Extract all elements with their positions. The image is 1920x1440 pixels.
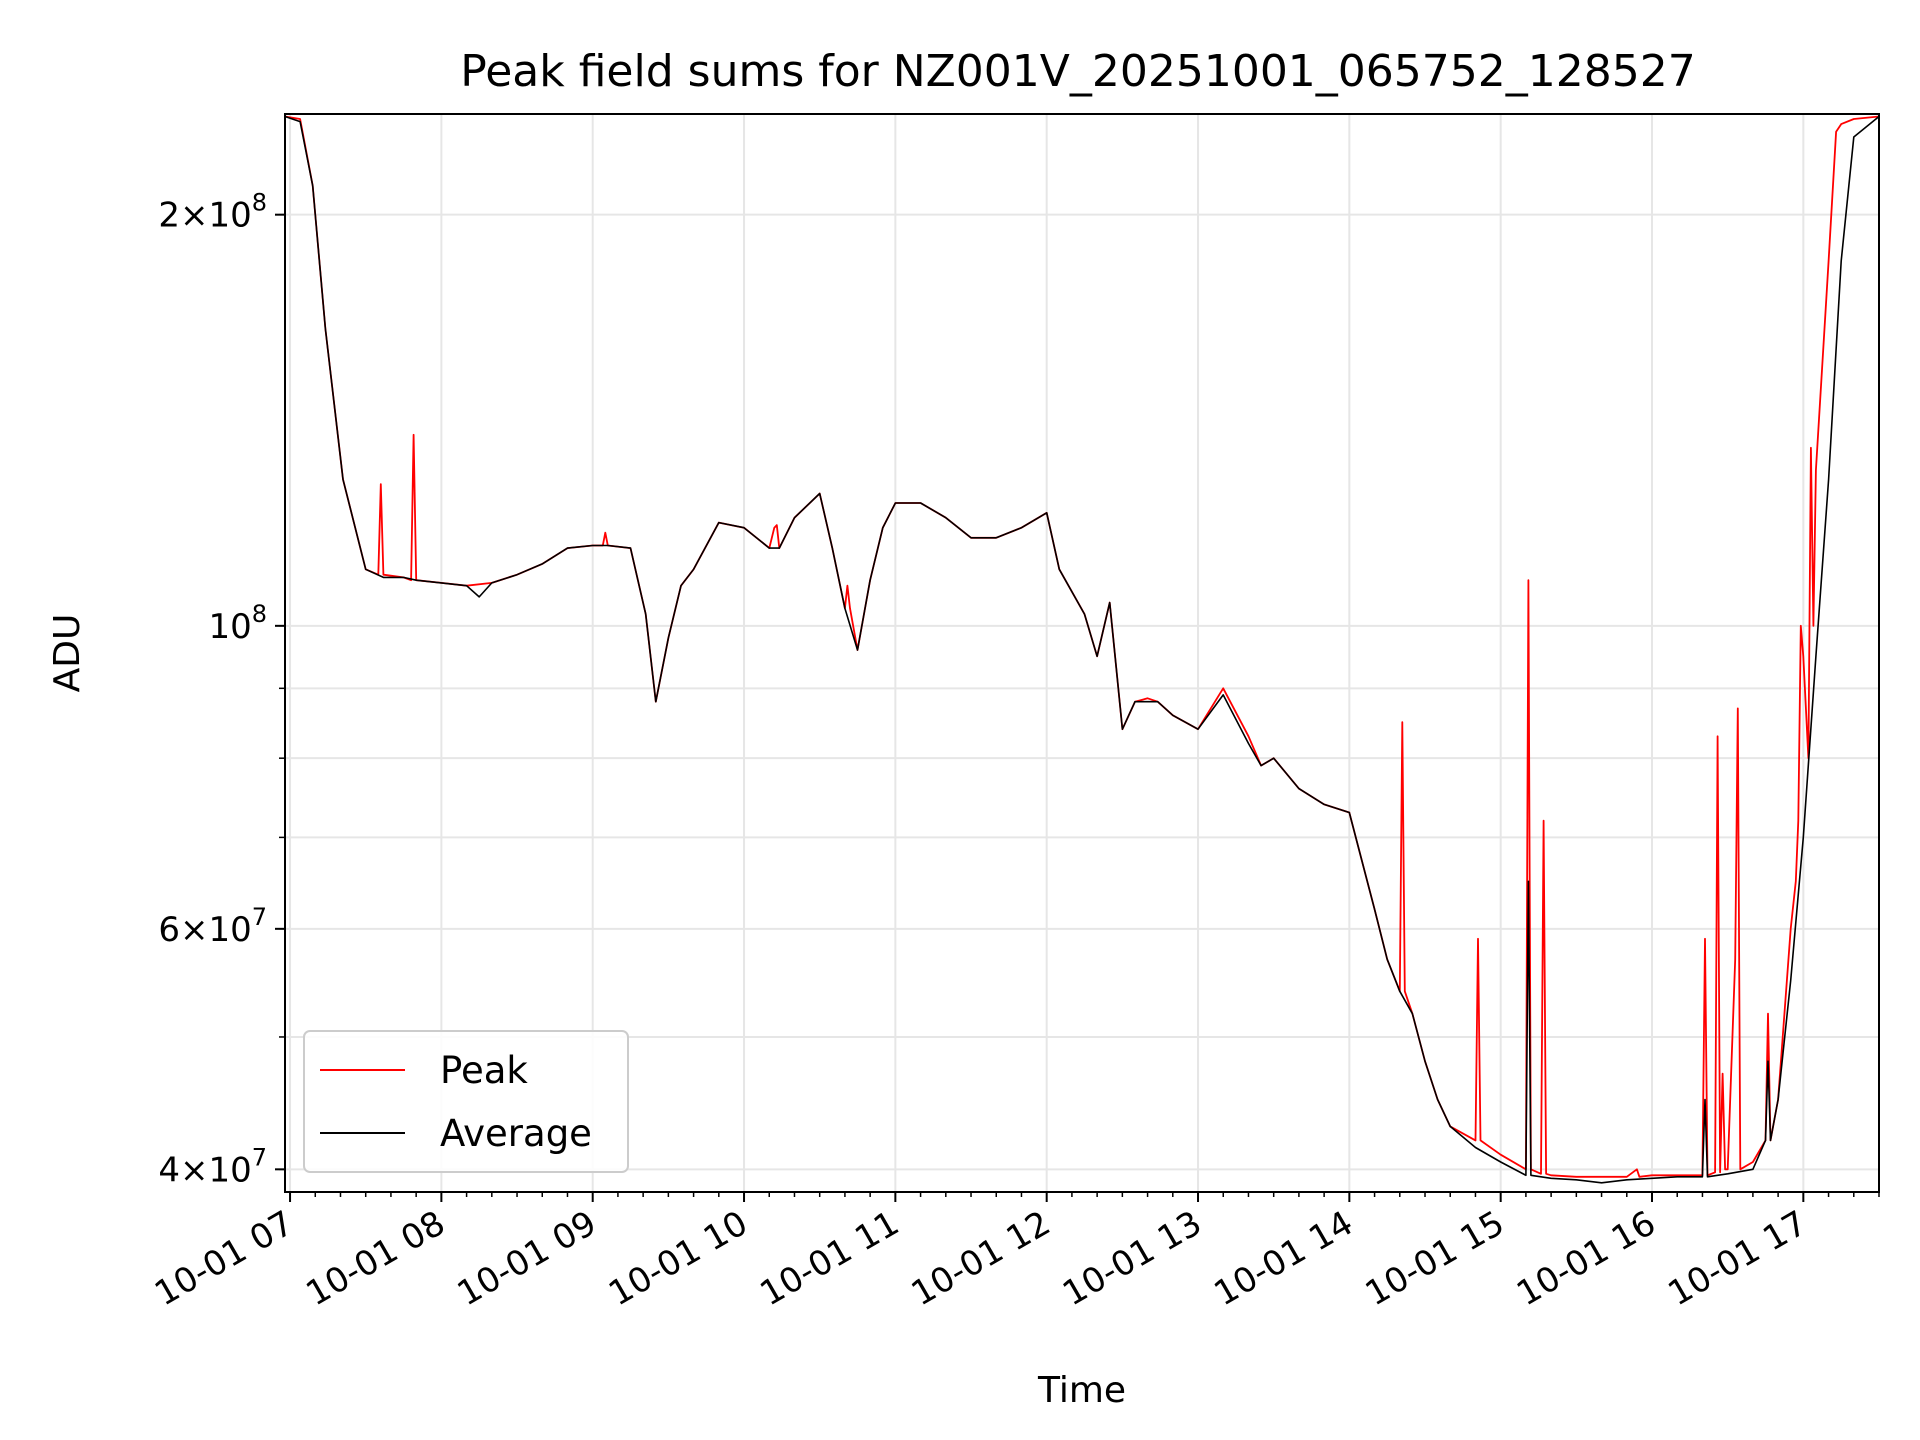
y-tick-exponent: 7 (252, 1143, 267, 1171)
y-axis-label: ADU (47, 614, 88, 693)
y-tick-exponent: 7 (252, 903, 267, 931)
legend-label-peak: Peak (440, 1049, 528, 1092)
legend: Peak Average (303, 1030, 629, 1173)
x-axis-label: Time (1037, 1370, 1126, 1411)
y-tick-exponent: 8 (252, 600, 267, 628)
y-tick-base: 10 (208, 1150, 251, 1190)
plot-frame (284, 113, 1880, 1193)
chart-title: Peak field sums for NZ001V_20251001_0657… (460, 46, 1695, 97)
y-tick-label: 2×108 (158, 189, 267, 236)
series-layer (284, 115, 1880, 1184)
legend-label-average: Average (440, 1112, 592, 1155)
y-tick-exponent: 8 (252, 189, 267, 217)
series-line-peak (284, 115, 1880, 1178)
y-tick-label: 108 (208, 600, 267, 647)
y-tick-base: 10 (208, 196, 251, 236)
y-tick-label: 4×107 (158, 1143, 267, 1190)
y-tick-label: 6×107 (158, 903, 267, 950)
series-line-average (284, 115, 1880, 1184)
y-tick-base: 10 (208, 607, 251, 647)
y-tick-base: 10 (208, 910, 251, 950)
legend-box (303, 1030, 629, 1173)
